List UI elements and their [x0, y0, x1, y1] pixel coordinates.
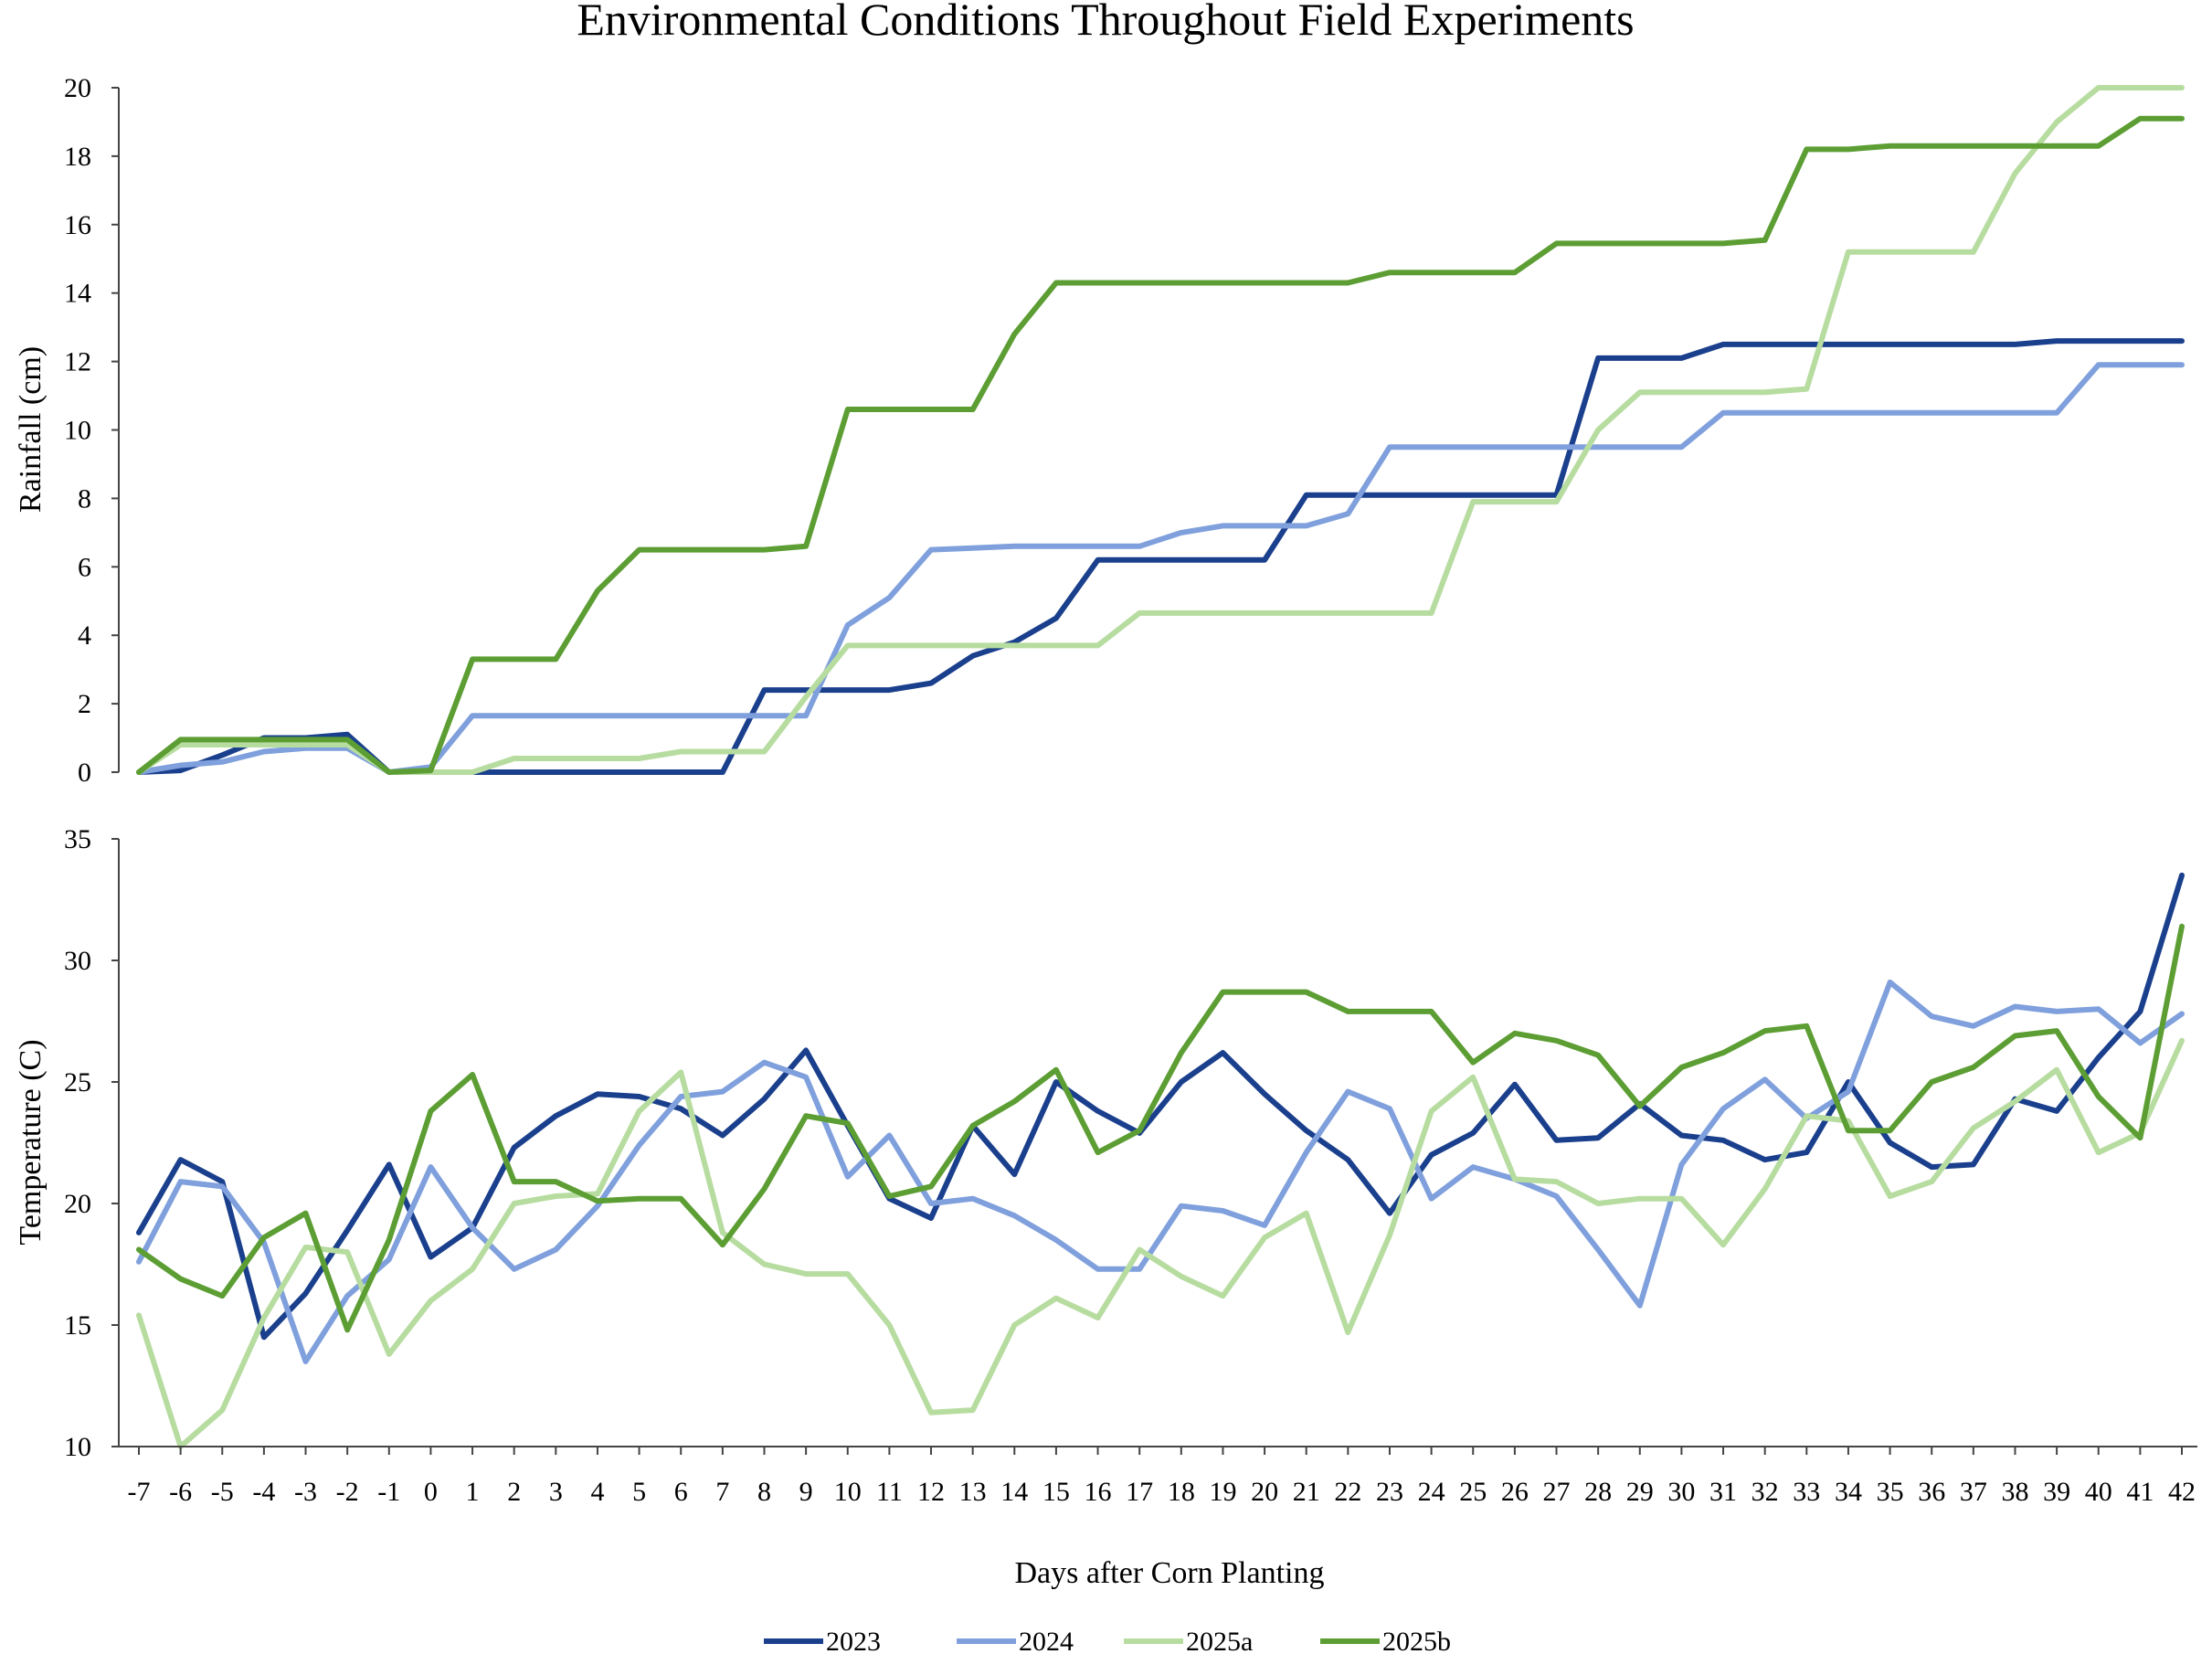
rainfall-line-2023 [136, 338, 2185, 775]
x-tick-label: 29 [1626, 1477, 1654, 1507]
rainfall-y-tick-label: 16 [64, 210, 91, 240]
x-tick-label: 20 [1251, 1477, 1278, 1507]
x-tick-label: -4 [252, 1477, 275, 1507]
x-tick-label: 10 [834, 1477, 862, 1507]
legend-label-2023: 2023 [826, 1627, 881, 1654]
x-ticks: -7 -6 -5 -4 -3 -2 -1 0 1 2 3 4 5 6 7 8 9 10 11 12 13 14 15 16 17… [128, 1447, 2196, 1507]
x-tick-label: 23 [1376, 1477, 1403, 1507]
x-tick-label: 13 [959, 1477, 987, 1507]
temperature-y-ticks: 10 15 20 25 30 35 [64, 824, 119, 1462]
x-tick-label: 11 [876, 1477, 903, 1507]
x-tick-label: 38 [2001, 1477, 2028, 1507]
x-tick-label: -6 [169, 1477, 192, 1507]
rainfall-y-tick-label: 12 [64, 347, 91, 377]
x-tick-label: 26 [1501, 1477, 1529, 1507]
rainfall-y-tick-label: 20 [64, 73, 91, 103]
rainfall-y-tick-label: 8 [78, 483, 91, 514]
x-tick-label: 12 [917, 1477, 945, 1507]
rainfall-series-group [136, 85, 2185, 775]
x-tick-label: 24 [1418, 1477, 1445, 1507]
x-tick-label: 19 [1209, 1477, 1236, 1507]
legend-label-2025a: 2025a [1186, 1627, 1253, 1654]
rainfall-line-2025a [136, 85, 2185, 775]
x-tick-label: -7 [128, 1477, 151, 1507]
rainfall-y-tick-label: 18 [64, 142, 91, 172]
x-tick-label: 28 [1584, 1477, 1612, 1507]
x-tick-label: 4 [590, 1477, 604, 1507]
x-tick-label: -1 [377, 1477, 400, 1507]
temperature-line-2023 [136, 872, 2185, 1341]
x-tick-label: 40 [2085, 1477, 2112, 1507]
temperature-y-tick-label: 30 [64, 946, 91, 976]
rainfall-line-2025b [136, 115, 2185, 775]
temperature-series-group [136, 872, 2185, 1449]
x-tick-label: 16 [1085, 1477, 1112, 1507]
x-tick-label: 9 [799, 1477, 813, 1507]
x-tick-label: 3 [549, 1477, 563, 1507]
temperature-line-2025b [136, 923, 2185, 1333]
x-tick-label: 31 [1709, 1477, 1737, 1507]
temperature-y-tick-label: 15 [64, 1310, 91, 1341]
x-tick-label: 25 [1459, 1477, 1487, 1507]
x-tick-label: 32 [1752, 1477, 1779, 1507]
x-tick-label: -5 [211, 1477, 234, 1507]
x-tick-label: 33 [1793, 1477, 1820, 1507]
x-tick-label: 17 [1126, 1477, 1153, 1507]
rainfall-y-tick-label: 4 [78, 620, 91, 651]
rainfall-y-ticks: 0 2 4 6 8 10 12 14 16 18 20 [64, 73, 119, 788]
temperature-y-tick-label: 25 [64, 1067, 91, 1097]
x-tick-label: 21 [1293, 1477, 1320, 1507]
x-tick-label: -3 [294, 1477, 317, 1507]
rainfall-y-tick-label: 0 [78, 758, 91, 788]
temperature-y-axis-title: Temperature (C) [14, 1039, 48, 1245]
temperature-y-tick-label: 35 [64, 824, 91, 854]
x-tick-label: 7 [715, 1477, 729, 1507]
temperature-y-tick-label: 20 [64, 1189, 91, 1219]
rainfall-panel: 0 2 4 6 8 10 12 14 16 18 20 Rainfall (cm) [14, 73, 2185, 788]
x-tick-label: 34 [1835, 1477, 1862, 1507]
x-tick-label: 0 [424, 1477, 438, 1507]
x-tick-label: 14 [1000, 1477, 1028, 1507]
x-tick-label: 15 [1042, 1477, 1070, 1507]
temperature-y-tick-label: 10 [64, 1432, 91, 1462]
x-tick-label: 39 [2043, 1477, 2070, 1507]
x-tick-label: 36 [1918, 1477, 1945, 1507]
rainfall-y-tick-label: 14 [64, 279, 91, 309]
x-tick-label: 41 [2126, 1477, 2154, 1507]
legend-label-2024: 2024 [1019, 1627, 1074, 1654]
temperature-panel: 10 15 20 25 30 35 Temperature (C) [14, 824, 2185, 1462]
x-tick-label: 35 [1877, 1477, 1904, 1507]
x-tick-label: 1 [466, 1477, 480, 1507]
rainfall-y-tick-label: 10 [64, 416, 91, 446]
x-tick-label: 37 [1960, 1477, 1987, 1507]
x-tick-label: 8 [757, 1477, 771, 1507]
legend-label-2025b: 2025b [1382, 1627, 1451, 1654]
x-tick-label: 42 [2168, 1477, 2196, 1507]
x-axis-title: Days after Corn Planting [1015, 1556, 1325, 1590]
rainfall-y-tick-label: 6 [78, 552, 91, 582]
x-tick-label: 6 [674, 1477, 688, 1507]
x-tick-label: 5 [632, 1477, 646, 1507]
chart-title: Environmental Conditions Throughout Fiel… [577, 0, 1634, 45]
x-tick-label: 30 [1667, 1477, 1695, 1507]
rainfall-line-2024 [136, 362, 2185, 775]
x-tick-label: -2 [336, 1477, 359, 1507]
x-tick-label: 27 [1543, 1477, 1571, 1507]
x-tick-label: 2 [507, 1477, 521, 1507]
x-tick-label: 22 [1334, 1477, 1361, 1507]
legend: 2023 2024 2025a 2025b [764, 1627, 1451, 1654]
temperature-line-2024 [136, 979, 2185, 1364]
x-tick-label: 18 [1168, 1477, 1195, 1507]
rainfall-y-axis-title: Rainfall (cm) [14, 346, 48, 513]
rainfall-y-tick-label: 2 [78, 689, 91, 719]
